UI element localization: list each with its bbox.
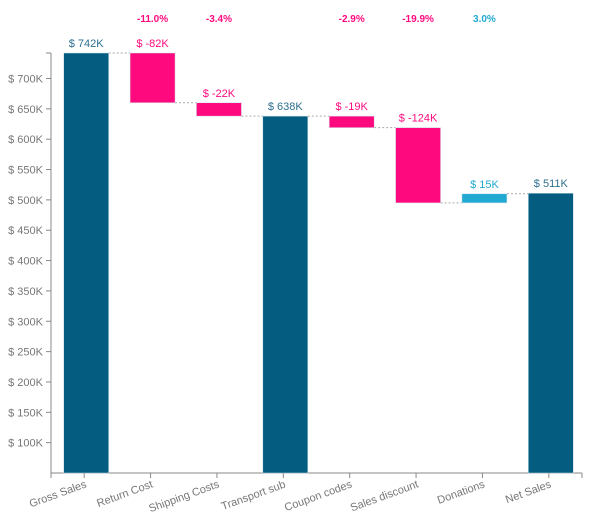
connectors bbox=[108, 52, 529, 204]
y-tick-label: $ 450K bbox=[8, 225, 44, 237]
y-tick-label: $ 700K bbox=[8, 73, 44, 85]
x-tick-label: Coupon codes bbox=[283, 478, 354, 514]
value-label: $ 742K bbox=[69, 38, 105, 50]
percent-label: -11.0% bbox=[137, 14, 168, 25]
value-label: $ 511K bbox=[534, 178, 569, 190]
x-tick-label: Shipping Costs bbox=[147, 478, 221, 515]
bar-net-sales bbox=[528, 192, 574, 474]
x-tick-label: Donations bbox=[436, 478, 487, 506]
y-tick-label: $ 100K bbox=[8, 438, 44, 450]
y-tick-label: $ 300K bbox=[8, 316, 44, 328]
value-label: $ -82K bbox=[136, 38, 169, 50]
bar-coupon-codes bbox=[328, 115, 375, 128]
y-tick-label: $ 600K bbox=[8, 134, 44, 146]
value-label: $ -124K bbox=[399, 113, 438, 125]
x-tick-label: Return Cost bbox=[95, 479, 154, 510]
x-tick-label: Gross Sales bbox=[28, 478, 89, 510]
percent-label: -19.9% bbox=[402, 14, 434, 25]
x-tick-label: Transport sub bbox=[220, 479, 288, 513]
y-tick-label: $ 500K bbox=[8, 195, 44, 207]
bar-donations bbox=[461, 193, 508, 204]
percent-label: -3.4% bbox=[206, 14, 232, 25]
bar-return-cost bbox=[129, 52, 176, 104]
bar-shipping-costs bbox=[196, 102, 242, 117]
value-label: $ 15K bbox=[470, 179, 499, 191]
value-label: $ -22K bbox=[203, 88, 236, 100]
bar-transport-sub bbox=[262, 115, 309, 474]
y-tick-label: $ 550K bbox=[8, 165, 44, 177]
x-tick-label: Net Sales bbox=[504, 478, 553, 506]
y-tick-label: $ 350K bbox=[8, 286, 44, 298]
y-tick-label: $ 150K bbox=[8, 407, 44, 419]
y-tick-label: $ 200K bbox=[8, 377, 44, 389]
value-label: $ -19K bbox=[335, 101, 368, 113]
percent-label: -2.9% bbox=[339, 14, 365, 25]
y-tick-label: $ 250K bbox=[8, 347, 44, 359]
percent-label: 3.0% bbox=[473, 14, 496, 25]
y-tick-label: $ 650K bbox=[8, 104, 44, 116]
labels: $ 742K $ -82K -11.0% $ -22K -3.4% $ 638K $ -19… bbox=[69, 14, 569, 191]
bars bbox=[63, 52, 574, 474]
x-tick-label: Sales discount bbox=[349, 479, 420, 515]
y-tick-label: $ 400K bbox=[8, 256, 44, 268]
bar-gross-sales bbox=[63, 52, 109, 474]
bar-sales-discount bbox=[395, 127, 441, 204]
value-label: $ 638K bbox=[268, 101, 304, 113]
y-axis: $ 100K $ 150K $ 200K $ 250K $ 300K $ 350K $ 40… bbox=[8, 52, 52, 473]
